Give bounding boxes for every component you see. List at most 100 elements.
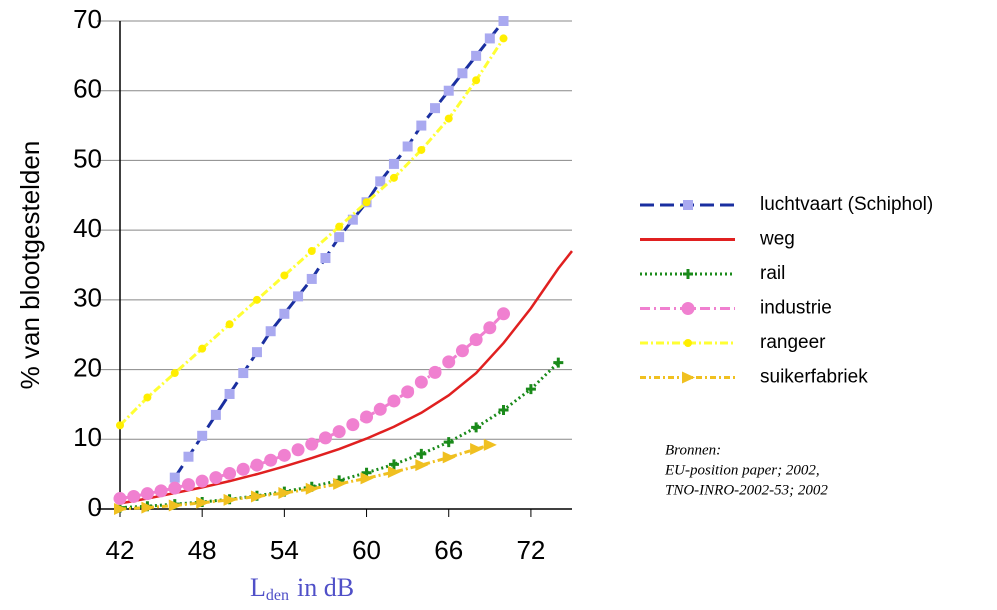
marker [224, 388, 235, 399]
marker [499, 34, 508, 43]
marker [113, 492, 127, 506]
marker [114, 503, 127, 515]
x-tick-label: 48 [188, 535, 217, 565]
marker [277, 448, 291, 462]
marker [416, 120, 427, 131]
series-line [173, 20, 505, 479]
marker [471, 422, 482, 433]
marker [388, 459, 399, 470]
marker [442, 451, 456, 464]
marker [305, 437, 319, 451]
y-tick-label: 60 [73, 74, 102, 104]
marker [210, 409, 221, 420]
y-tick-label: 70 [73, 4, 102, 34]
marker [168, 499, 182, 512]
marker [346, 418, 360, 432]
marker [170, 369, 179, 378]
marker [401, 385, 415, 399]
marker [387, 466, 401, 479]
y-tick-label: 40 [73, 213, 102, 243]
marker [416, 448, 427, 459]
legend-label: rail [760, 263, 785, 284]
marker [498, 405, 509, 416]
marker [320, 253, 331, 264]
marker [469, 333, 483, 347]
marker [389, 173, 398, 182]
marker [264, 453, 278, 467]
marker [362, 198, 371, 207]
marker [197, 430, 208, 441]
marker [250, 458, 264, 472]
marker [682, 371, 695, 384]
marker [334, 232, 345, 243]
source-heading: Bronnen: [665, 442, 721, 458]
marker [375, 176, 386, 187]
marker [402, 141, 413, 152]
marker [683, 200, 693, 210]
y-axis-label: % van blootgestelden [15, 141, 45, 390]
marker [196, 496, 210, 509]
marker [335, 222, 344, 231]
marker [525, 384, 536, 395]
x-tick-label: 42 [106, 535, 135, 565]
marker [195, 474, 209, 488]
marker [430, 103, 441, 114]
legend-label: weg [759, 229, 795, 250]
marker [209, 471, 223, 485]
series-line [119, 250, 573, 505]
marker [455, 344, 469, 358]
marker [471, 50, 482, 61]
marker [307, 247, 316, 256]
marker [318, 431, 332, 445]
marker [333, 477, 347, 490]
y-tick-label: 0 [88, 492, 102, 522]
source-line: TNO-INRO-2002-53; 2002 [665, 482, 828, 498]
marker [443, 85, 454, 96]
marker [457, 68, 468, 79]
x-tick-label: 72 [516, 535, 545, 565]
marker [387, 394, 401, 408]
marker [279, 308, 290, 319]
marker [388, 158, 399, 169]
marker [483, 321, 497, 335]
marker [305, 482, 319, 495]
marker [250, 490, 264, 503]
marker [332, 425, 346, 439]
marker [252, 295, 261, 304]
x-tick-label: 60 [352, 535, 381, 565]
x-label-suffix: in dB [297, 573, 354, 602]
marker [251, 347, 262, 358]
marker [498, 16, 509, 26]
source-line: EU-position paper; 2002, [664, 462, 820, 478]
marker [443, 437, 454, 448]
legend-label: rangeer [760, 332, 826, 353]
marker [265, 326, 276, 337]
x-label-main: L [250, 573, 266, 602]
marker [683, 269, 693, 279]
x-label-sub: den [266, 587, 289, 604]
y-tick-label: 50 [73, 143, 102, 173]
marker [223, 493, 237, 506]
marker [444, 114, 453, 123]
marker [472, 76, 481, 85]
marker [116, 421, 124, 430]
marker [140, 487, 154, 501]
marker [238, 368, 249, 379]
marker [484, 33, 495, 44]
x-tick-label: 66 [434, 535, 463, 565]
marker [414, 375, 428, 389]
marker [360, 472, 374, 485]
marker [306, 273, 317, 284]
marker [183, 451, 194, 462]
marker [483, 438, 497, 451]
marker [442, 355, 456, 369]
y-tick-label: 20 [73, 352, 102, 382]
x-tick-label: 54 [270, 535, 299, 565]
y-tick-label: 10 [73, 422, 102, 452]
y-tick-label: 30 [73, 283, 102, 313]
marker [417, 145, 426, 154]
legend-label: suikerfabriek [760, 367, 868, 388]
marker [143, 393, 152, 402]
